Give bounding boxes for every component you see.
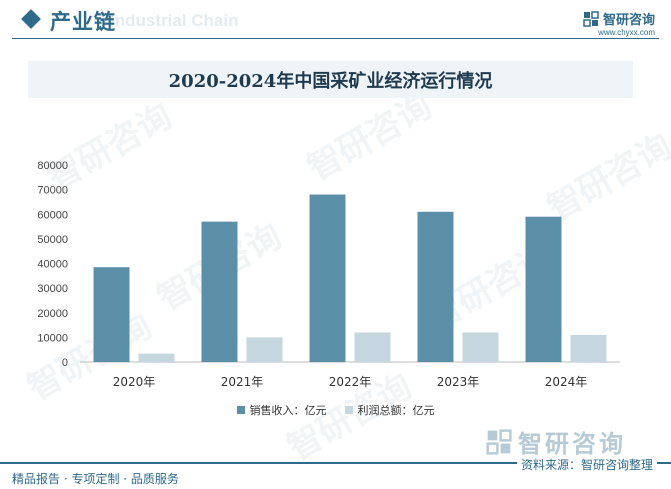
brand-name: 智研咨询 xyxy=(602,13,655,28)
footer-source: 资料来源：智研咨询整理 xyxy=(516,456,657,473)
bottom-logo-text: 智研咨询 xyxy=(518,430,626,458)
y-tick-label: 30000 xyxy=(37,283,68,295)
y-tick-label: 20000 xyxy=(37,308,68,320)
chart-title-banner: 2020-2024年中国采矿业经济运行情况 xyxy=(28,61,633,98)
y-tick-label: 80000 xyxy=(37,160,68,172)
chart-title: 2020-2024年中国采矿业经济运行情况 xyxy=(168,70,493,92)
y-tick-label: 10000 xyxy=(37,332,68,344)
x-tick-label: 2020年 xyxy=(113,375,156,389)
y-tick-label: 0 xyxy=(62,357,68,369)
x-tick-label: 2021年 xyxy=(221,375,264,389)
brand-logo-icon xyxy=(583,10,599,27)
legend-item-sales: 销售收入：亿元 xyxy=(236,402,327,418)
legend-label-profit: 利润总额：亿元 xyxy=(357,404,435,417)
legend-item-profit: 利润总额：亿元 xyxy=(344,402,435,418)
section-title: 产业链 xyxy=(50,10,116,34)
bottom-logo: 智研咨询 xyxy=(486,424,626,459)
bar-total-profit xyxy=(354,332,391,362)
bar-sales-revenue xyxy=(93,267,130,362)
bar-chart: 0 10000 20000 30000 40000 50000 60000 70000 8000… xyxy=(37,160,620,389)
bar-total-profit xyxy=(246,337,283,362)
x-tick-label: 2022年 xyxy=(329,375,372,389)
bar-total-profit xyxy=(462,332,499,362)
bar-total-profit xyxy=(570,334,607,362)
footer-tagline: 精品报告 · 专项定制 · 品质服务 xyxy=(12,472,179,486)
footer-divider xyxy=(0,462,671,464)
header: Industrial Chain 产业链 智研咨询 www.chyxx.com xyxy=(0,0,671,44)
brand-url: www.chyxx.com xyxy=(598,28,655,37)
bottom-logo-icon xyxy=(486,428,512,455)
legend-swatch-profit xyxy=(344,406,353,414)
y-tick-label: 60000 xyxy=(37,209,68,221)
y-tick-label: 70000 xyxy=(37,185,68,197)
brand: 智研咨询 xyxy=(583,9,655,28)
chart-legend: 销售收入：亿元 利润总额：亿元 xyxy=(0,402,671,418)
bar-sales-revenue xyxy=(309,194,346,362)
bar-sales-revenue xyxy=(525,216,562,362)
header-divider xyxy=(12,38,659,39)
diamond-icon xyxy=(21,9,41,29)
bar-sales-revenue xyxy=(201,221,238,362)
legend-label-sales: 销售收入：亿元 xyxy=(249,404,327,417)
x-tick-label: 2023年 xyxy=(437,375,480,389)
bar-total-profit xyxy=(138,353,175,362)
y-tick-label: 40000 xyxy=(37,259,68,271)
y-tick-label: 50000 xyxy=(37,234,68,246)
legend-swatch-sales xyxy=(236,406,245,414)
section-title-en: Industrial Chain xyxy=(110,11,239,30)
x-tick-label: 2024年 xyxy=(545,375,588,389)
bar-sales-revenue xyxy=(417,211,454,362)
